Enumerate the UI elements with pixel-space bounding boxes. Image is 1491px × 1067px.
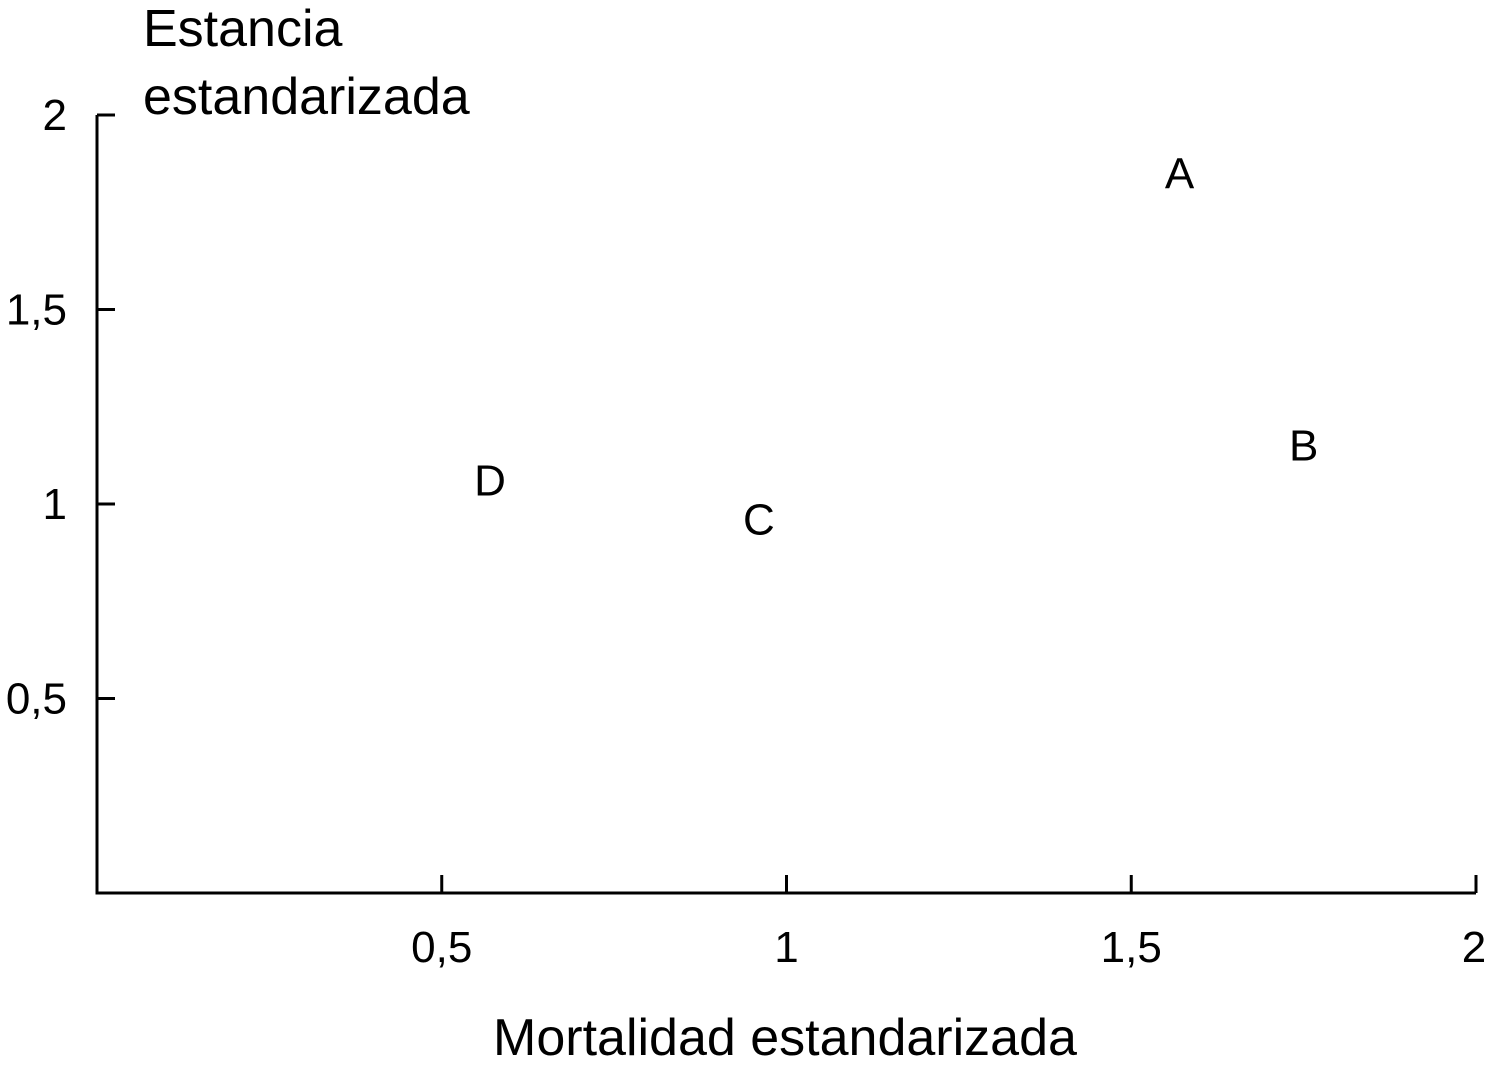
data-point-b: B: [1289, 422, 1318, 471]
y-tick-label: 1: [43, 480, 67, 529]
x-axis-title: Mortalidad estandarizada: [493, 1009, 1077, 1067]
x-tick-label: 1: [774, 923, 798, 972]
data-point-c: C: [743, 496, 775, 545]
y-axis-title-line-2: estandarizada: [143, 68, 470, 126]
x-tick-label: 0,5: [411, 923, 472, 972]
data-points: A B C D: [474, 149, 1318, 544]
data-point-d: D: [474, 457, 506, 506]
y-tick-label: 0,5: [6, 675, 67, 724]
y-axis-title-line-1: Estancia: [143, 0, 343, 58]
data-point-a: A: [1165, 149, 1195, 198]
x-axis-ticks: 0,5 1 1,5 2: [411, 875, 1486, 972]
y-axis-ticks: 0,5 1 1,5 2: [6, 91, 115, 724]
x-tick-label: 2: [1462, 923, 1486, 972]
y-tick-label: 1,5: [6, 286, 67, 335]
axes: [95, 115, 1476, 895]
y-axis-title: Estancia estandarizada: [143, 0, 470, 126]
x-tick-label: 1,5: [1101, 923, 1162, 972]
y-tick-label: 2: [43, 91, 67, 140]
